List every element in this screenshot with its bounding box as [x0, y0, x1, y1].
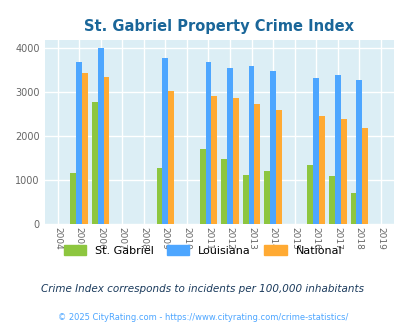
Bar: [211, 96, 217, 224]
Legend: St. Gabriel, Louisiana, National: St. Gabriel, Louisiana, National: [59, 241, 346, 260]
Bar: [232, 98, 238, 224]
Bar: [82, 74, 87, 224]
Bar: [361, 128, 367, 224]
Bar: [242, 175, 248, 224]
Bar: [199, 149, 205, 224]
Text: Crime Index corresponds to incidents per 100,000 inhabitants: Crime Index corresponds to incidents per…: [41, 284, 364, 294]
Bar: [156, 168, 162, 224]
Bar: [275, 110, 281, 224]
Bar: [248, 66, 254, 224]
Bar: [162, 58, 168, 224]
Bar: [307, 165, 313, 224]
Bar: [70, 173, 76, 224]
Title: St. Gabriel Property Crime Index: St. Gabriel Property Crime Index: [84, 19, 354, 34]
Bar: [340, 119, 345, 224]
Bar: [221, 159, 226, 224]
Bar: [328, 176, 334, 224]
Bar: [226, 68, 232, 224]
Bar: [264, 171, 270, 224]
Bar: [334, 75, 340, 224]
Bar: [254, 104, 260, 224]
Bar: [168, 91, 174, 224]
Bar: [205, 62, 211, 224]
Bar: [103, 77, 109, 224]
Bar: [350, 193, 356, 224]
Bar: [76, 62, 82, 224]
Bar: [318, 116, 324, 224]
Text: © 2025 CityRating.com - https://www.cityrating.com/crime-statistics/: © 2025 CityRating.com - https://www.city…: [58, 313, 347, 322]
Bar: [98, 49, 103, 224]
Bar: [356, 80, 361, 224]
Bar: [92, 102, 98, 224]
Bar: [270, 71, 275, 224]
Bar: [313, 78, 318, 224]
